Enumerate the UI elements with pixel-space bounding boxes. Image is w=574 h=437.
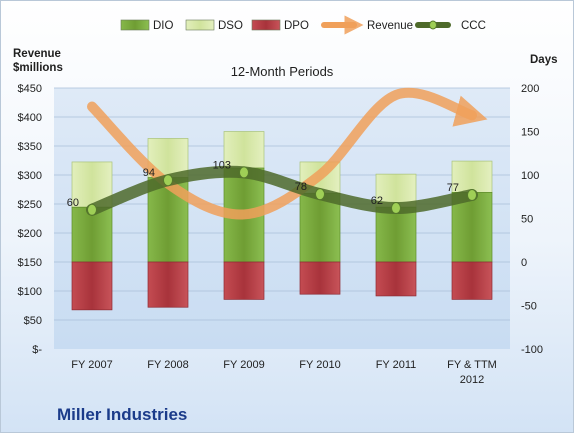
plot-area [54, 88, 510, 349]
ccc-marker [163, 174, 173, 187]
legend-marker-ccc [429, 20, 437, 30]
right-tick-label: 200 [521, 83, 539, 95]
dpo-bar [451, 261, 493, 300]
left-tick-label: $200 [18, 228, 42, 240]
legend: DIO DSO DPO Revenue CCC [120, 15, 486, 35]
category-label: FY 2007 [71, 359, 112, 371]
legend-label: DIO [153, 20, 174, 32]
legend-label: CCC [461, 20, 486, 32]
ccc-line: 60 94 103 78 62 77 [67, 159, 478, 216]
dpo-bar [223, 261, 265, 300]
right-tick-label: -50 [521, 301, 537, 313]
dpo-bar [71, 261, 113, 311]
ccc-data-label: 94 [143, 167, 155, 179]
right-tick-label: -100 [521, 344, 543, 356]
legend-label: DPO [284, 20, 309, 32]
left-tick-label: $150 [18, 257, 42, 269]
dio-bar [375, 206, 417, 263]
dso-bar [451, 160, 493, 193]
revenue-line-path [87, 87, 488, 220]
axes: $- $50 $100 $150 $200 $250 $300 $350 $400 $450 -10… [18, 83, 544, 386]
left-axis-title-line-1: Revenue [13, 48, 61, 60]
category-label: FY 2011 [376, 359, 417, 371]
right-tick-label: 50 [521, 214, 533, 226]
right-axis-title: Days [530, 54, 558, 66]
ccc-marker [315, 188, 325, 201]
dpo-bar [147, 261, 189, 308]
left-tick-label: $400 [18, 112, 42, 124]
legend-swatch-dio [120, 19, 150, 31]
left-tick-label: $300 [18, 170, 42, 182]
category-label: 2012 [460, 374, 484, 386]
ccc-line-path [86, 165, 478, 216]
legend-swatch-dso [185, 19, 215, 31]
legend-swatch-dpo [251, 19, 281, 31]
ccc-data-label: 103 [213, 159, 231, 171]
ccc-marker [239, 166, 249, 179]
category-label: FY & TTM [447, 359, 497, 371]
left-axis-title-line-2: $millions [13, 62, 63, 74]
left-tick-label: $250 [18, 199, 42, 211]
revenue-line [87, 87, 488, 220]
category-label: FY 2008 [147, 359, 188, 371]
ccc-marker [87, 203, 97, 216]
ccc-data-label: 60 [67, 197, 79, 209]
dpo-bar [299, 261, 341, 295]
ccc-data-label: 77 [447, 182, 459, 194]
ccc-marker [467, 189, 477, 202]
legend-label: Revenue [367, 20, 413, 32]
legend-label: DSO [218, 20, 243, 32]
dso-bar [223, 131, 265, 169]
category-label: FY 2010 [299, 359, 340, 371]
right-tick-label: 100 [521, 170, 539, 182]
company-name: Miller Industries [57, 405, 187, 424]
category-label: FY 2009 [223, 359, 264, 371]
left-tick-label: $450 [18, 83, 42, 95]
left-tick-label: $- [32, 344, 42, 356]
right-tick-label: 0 [521, 257, 527, 269]
right-tick-label: 150 [521, 127, 539, 139]
left-tick-label: $50 [24, 315, 42, 327]
ccc-marker [391, 202, 401, 215]
dpo-bar [375, 261, 417, 297]
left-tick-label: $100 [18, 286, 42, 298]
left-tick-label: $350 [18, 141, 42, 153]
chart-subtitle: 12-Month Periods [231, 64, 334, 79]
ccc-data-label: 62 [371, 195, 383, 207]
ccc-data-label: 78 [295, 181, 307, 193]
